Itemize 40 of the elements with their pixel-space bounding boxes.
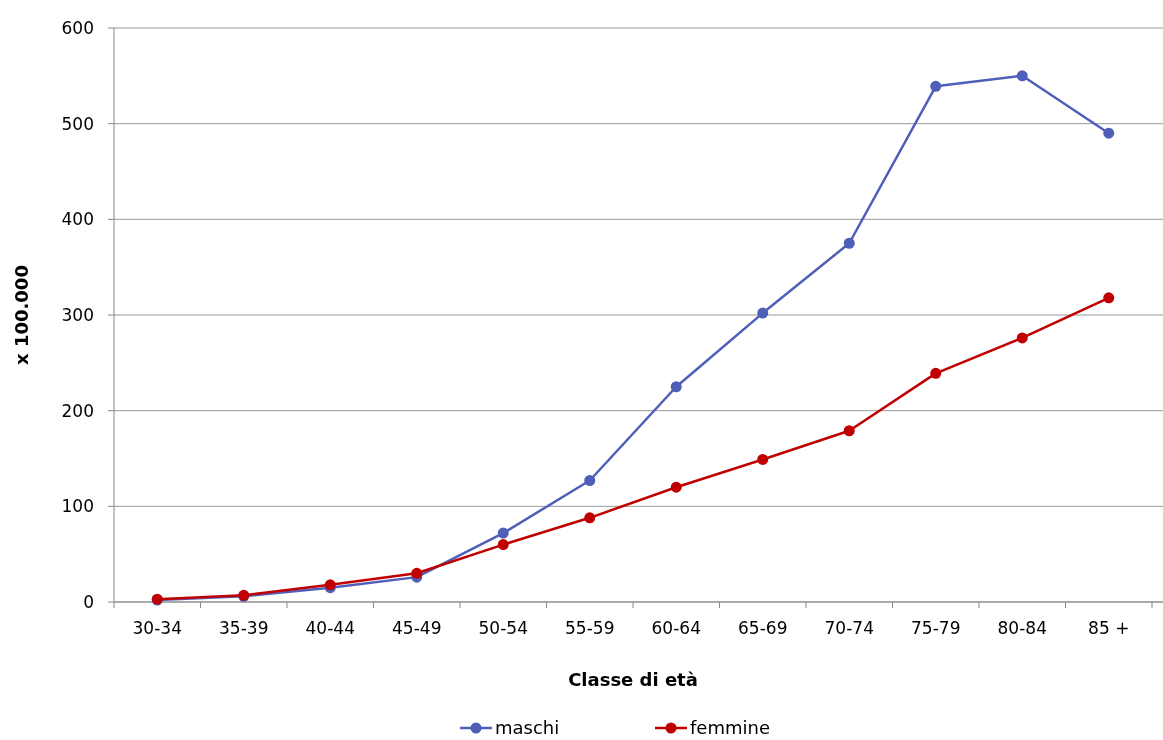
y-tick-label: 300 (61, 304, 94, 325)
point (757, 307, 769, 319)
x-tick-label: 70-74 (824, 618, 874, 638)
x-axis-title: Classe di età (568, 669, 698, 690)
y-tick-label: 500 (61, 113, 94, 134)
x-tick-label: 75-79 (911, 618, 961, 638)
x-tick-label: 80-84 (997, 618, 1047, 638)
y-tick-label: 100 (61, 496, 94, 517)
y-tick-label: 600 (61, 17, 94, 38)
point (843, 425, 855, 437)
x-tick-label: 30-34 (132, 618, 182, 638)
x-tick-label: 40-44 (305, 618, 355, 638)
point (1016, 332, 1028, 344)
x-tick-label: 85 + (1088, 618, 1130, 638)
x-tick-label: 55-59 (565, 618, 615, 638)
x-tick-label: 35-39 (219, 618, 269, 638)
y-tick-label: 0 (83, 591, 94, 612)
point (1103, 292, 1115, 304)
x-tick-label: 50-54 (478, 618, 528, 638)
legend-label: femmine (690, 717, 770, 739)
point (670, 481, 682, 493)
point (584, 512, 596, 524)
point (670, 381, 682, 393)
y-axis-title: x 100.000 (11, 265, 32, 365)
point (1103, 127, 1115, 139)
point (584, 475, 596, 486)
legend-label: maschi (495, 717, 560, 739)
y-tick-label: 400 (61, 209, 94, 230)
point (930, 80, 942, 92)
x-tick-label: 45-49 (392, 618, 442, 638)
point (411, 567, 423, 579)
x-tick-label: 65-69 (738, 618, 788, 638)
point (497, 527, 509, 539)
y-tick-label: 200 (61, 400, 94, 421)
point (843, 237, 855, 249)
point (497, 539, 509, 551)
point (930, 367, 942, 379)
point (757, 453, 769, 465)
x-tick-label: 60-64 (651, 618, 701, 638)
point (1016, 70, 1028, 82)
